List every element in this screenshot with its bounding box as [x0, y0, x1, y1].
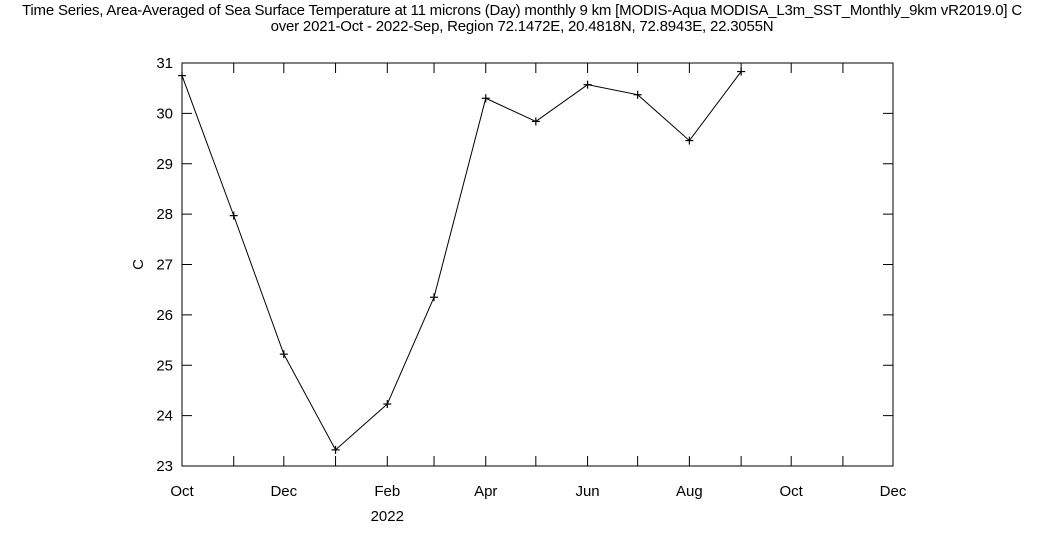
y-tick-label: 23 [156, 458, 173, 475]
chart-title-line-2: over 2021-Oct - 2022-Sep, Region 72.1472… [270, 18, 774, 35]
x-tick-label: Dec [880, 483, 907, 500]
x-tick-label: Jun [575, 483, 599, 500]
y-tick-label: 29 [156, 156, 173, 173]
y-tick-label: 30 [156, 105, 173, 122]
chart-title-line-1: Time Series, Area-Averaged of Sea Surfac… [22, 2, 1022, 19]
x-tick-label: Dec [270, 483, 297, 500]
y-tick-label: 24 [156, 408, 173, 425]
data-point-marker [583, 80, 592, 89]
data-point-marker [430, 293, 439, 302]
data-point-marker [685, 136, 694, 145]
data-point-marker [178, 71, 186, 80]
x-tick-label: Oct [170, 483, 194, 500]
y-tick-label: 26 [156, 307, 173, 324]
x-tick-label: Feb [374, 483, 400, 500]
data-point-marker [383, 400, 392, 409]
series-line [181, 71, 742, 451]
data-point-marker [229, 211, 238, 220]
data-point-marker [279, 350, 288, 359]
y-tick-label: 25 [156, 357, 173, 374]
x-tick-label: Oct [780, 483, 804, 500]
y-axis-label: C [130, 259, 147, 270]
y-tick-label: 31 [156, 55, 173, 72]
y-tick-label: 28 [156, 206, 173, 223]
y-tick-label: 27 [156, 257, 173, 274]
x-year-label: 2022 [371, 508, 404, 525]
data-point-marker [737, 67, 746, 76]
x-tick-label: Aug [676, 483, 703, 500]
data-point-marker [331, 445, 340, 454]
plot-frame [181, 62, 894, 467]
data-point-marker [481, 94, 490, 103]
data-point-marker [531, 117, 540, 126]
data-point-marker [633, 90, 642, 99]
x-tick-label: Apr [474, 483, 497, 500]
